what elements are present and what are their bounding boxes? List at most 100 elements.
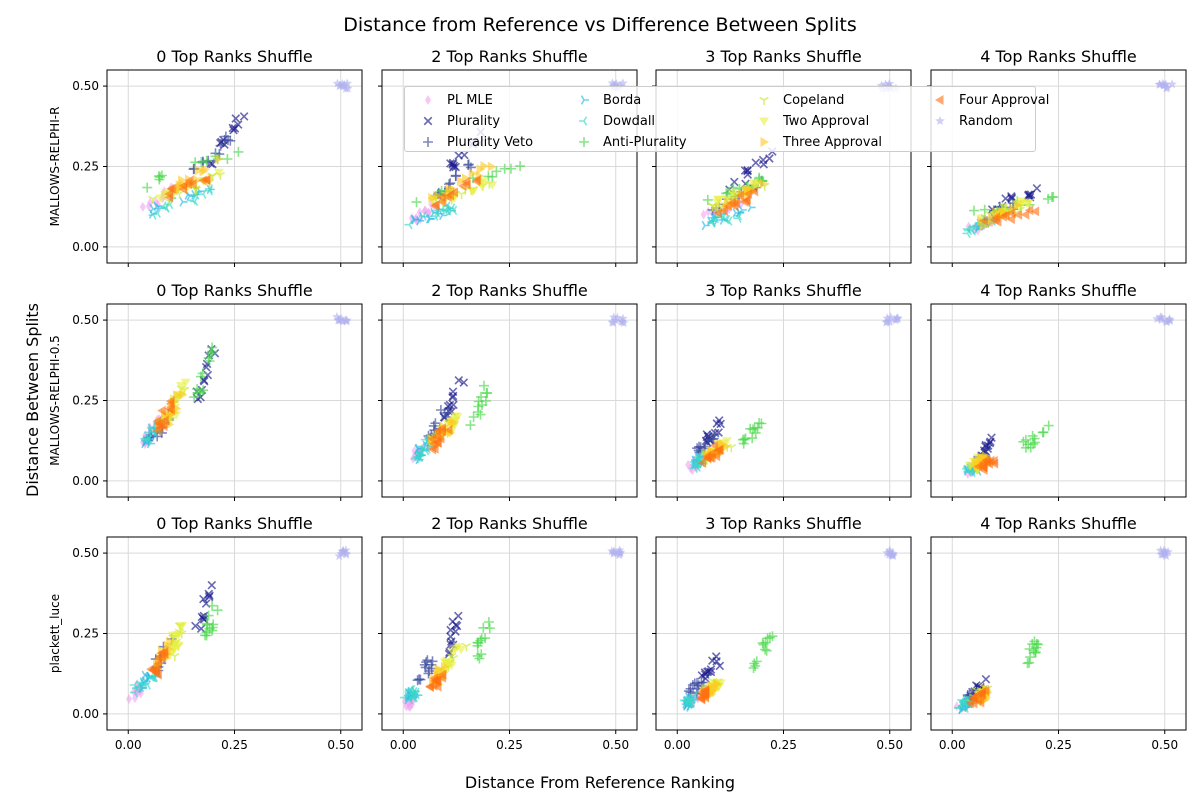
- x-tick-label: 0.50: [327, 738, 354, 752]
- point-random: [335, 315, 345, 325]
- point-random: [342, 315, 352, 325]
- x-tick-label: 0.00: [939, 738, 966, 752]
- point-four-approval: [178, 184, 187, 195]
- point-four-approval: [696, 693, 705, 704]
- point-anti-plurality: [142, 182, 153, 193]
- point-anti-plurality: [484, 623, 495, 634]
- point-anti-plurality: [190, 157, 201, 168]
- panel-title: 4 Top Ranks Shuffle: [980, 514, 1137, 533]
- point-four-approval: [430, 443, 439, 454]
- point-anti-plurality: [1030, 647, 1041, 658]
- legend-label: Anti-Plurality: [603, 134, 687, 150]
- point-dowdall: [160, 202, 170, 212]
- point-anti-plurality: [760, 644, 771, 655]
- point-anti-plurality: [201, 155, 212, 166]
- legend-item-anti-plurality: Anti-Plurality: [573, 133, 687, 151]
- legend-item-plurality: Plurality: [417, 112, 500, 130]
- point-borda: [701, 220, 710, 231]
- legend-marker-four-approval: [935, 95, 944, 105]
- point-plurality: [1032, 183, 1042, 193]
- point-anti-plurality: [1020, 435, 1031, 445]
- point-four-approval: [471, 176, 481, 187]
- legend-label: Two Approval: [783, 113, 870, 129]
- point-two-approval: [1023, 199, 1034, 208]
- point-dowdall: [404, 219, 413, 230]
- point-dowdall: [129, 680, 138, 690]
- point-anti-plurality: [767, 631, 778, 642]
- point-random: [608, 317, 618, 327]
- point-plurality: [454, 375, 464, 385]
- point-plurality: [712, 419, 722, 428]
- point-three-approval: [178, 175, 187, 186]
- point-anti-plurality: [483, 617, 494, 627]
- point-random: [1152, 314, 1162, 324]
- x-tick-label: 0.00: [664, 738, 691, 752]
- point-four-approval: [1020, 209, 1030, 220]
- point-plurality: [453, 611, 463, 621]
- legend-label: Random: [959, 113, 1013, 129]
- point-two-approval: [441, 659, 452, 669]
- x-tick-label: 0.50: [876, 738, 903, 752]
- point-dowdall: [414, 447, 424, 457]
- legend-marker-pl-mle: [425, 95, 431, 105]
- point-three-approval: [476, 164, 486, 175]
- panel-title: 2 Top Ranks Shuffle: [431, 514, 588, 533]
- point-anti-plurality: [762, 633, 773, 644]
- legend-marker-plurality: [423, 116, 433, 126]
- point-plurality: [448, 158, 458, 168]
- point-four-approval: [430, 200, 439, 211]
- legend-marker-shape: [760, 137, 769, 147]
- y-tick-label: 0.50: [72, 546, 99, 560]
- point-four-approval: [157, 405, 166, 416]
- point-four-approval: [425, 682, 434, 692]
- panel-title: 2 Top Ranks Shuffle: [431, 47, 588, 66]
- point-anti-plurality: [475, 409, 486, 420]
- point-anti-plurality: [476, 391, 486, 402]
- point-anti-plurality: [207, 346, 218, 357]
- panel-r0-c0: 0 Top Ranks Shuffle 0.00 0.25 0.50 MALLOWS-R…: [48, 47, 363, 267]
- legend-label: Copeland: [783, 92, 845, 108]
- legend-item-copeland: Copeland: [753, 91, 844, 109]
- point-three-approval: [986, 218, 996, 228]
- point-dowdall: [707, 218, 716, 228]
- point-four-approval: [706, 452, 716, 463]
- point-plurality: [451, 162, 461, 172]
- point-four-approval: [159, 646, 169, 657]
- point-plurality-veto: [415, 674, 426, 685]
- y-tick-label: 0.25: [72, 160, 99, 174]
- point-random: [607, 546, 617, 556]
- point-dowdall: [724, 216, 733, 226]
- legend-marker-copeland: [759, 96, 769, 105]
- point-anti-plurality: [764, 632, 775, 643]
- point-random: [342, 78, 352, 88]
- point-dowdall: [187, 195, 197, 205]
- point-borda: [179, 197, 188, 207]
- point-three-approval: [707, 681, 717, 692]
- point-four-approval: [749, 186, 759, 197]
- point-plurality: [715, 661, 725, 671]
- scatter-points: [953, 545, 1173, 715]
- point-plurality: [729, 177, 739, 187]
- point-anti-plurality: [465, 420, 476, 431]
- legend-label: Borda: [603, 92, 642, 108]
- figure-suptitle: Distance from Reference vs Difference Be…: [343, 14, 856, 36]
- panel-r0-c1: 2 Top Ranks Shuffle: [378, 47, 638, 267]
- point-anti-plurality: [472, 640, 483, 651]
- point-two-approval: [175, 623, 186, 632]
- point-two-approval: [727, 189, 738, 198]
- legend-label: Plurality Veto: [447, 134, 534, 150]
- point-anti-plurality: [702, 194, 713, 205]
- point-four-approval: [713, 207, 722, 218]
- point-two-approval: [487, 181, 498, 190]
- point-four-approval: [437, 669, 447, 680]
- point-four-approval: [979, 215, 988, 226]
- point-four-approval: [461, 176, 471, 187]
- point-anti-plurality: [757, 638, 768, 649]
- point-anti-plurality: [751, 656, 762, 667]
- point-three-approval: [433, 190, 442, 201]
- point-dowdall: [148, 210, 157, 220]
- point-anti-plurality: [203, 610, 214, 621]
- point-four-approval: [148, 664, 157, 675]
- legend-marker-shape: [579, 137, 589, 147]
